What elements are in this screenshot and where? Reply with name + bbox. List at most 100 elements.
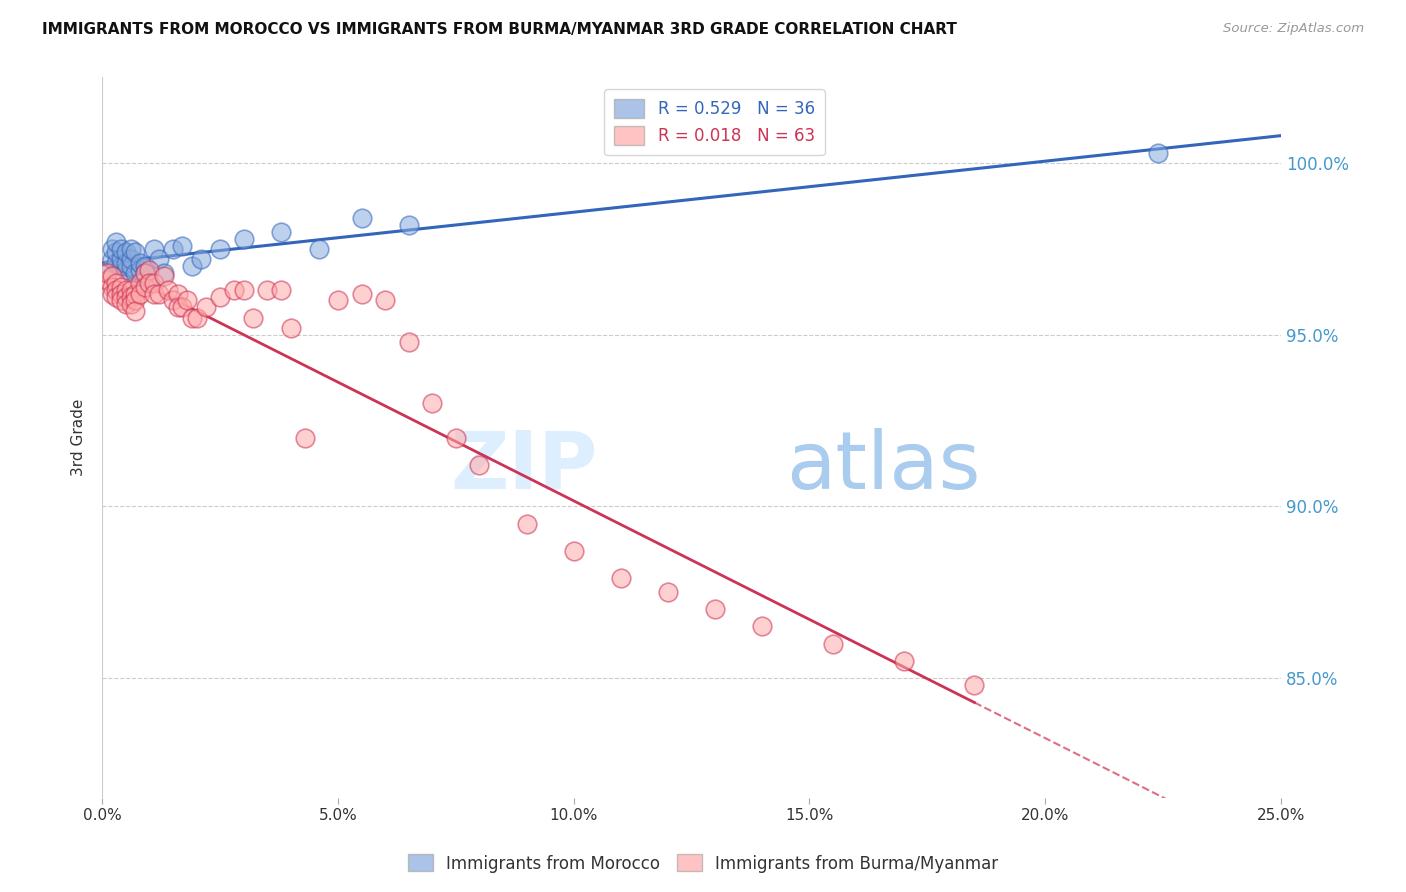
Point	[120, 259, 142, 273]
Point	[114, 256, 136, 270]
Point	[138, 262, 160, 277]
Point	[152, 269, 174, 284]
Point	[105, 283, 128, 297]
Point	[134, 266, 156, 280]
Text: IMMIGRANTS FROM MOROCCO VS IMMIGRANTS FROM BURMA/MYANMAR 3RD GRADE CORRELATION C: IMMIGRANTS FROM MOROCCO VS IMMIGRANTS FR…	[42, 22, 957, 37]
Point	[100, 242, 122, 256]
Point	[893, 654, 915, 668]
Point	[110, 259, 132, 273]
Point	[180, 259, 202, 273]
Point	[209, 290, 232, 304]
Point	[114, 283, 136, 297]
Point	[114, 245, 136, 260]
Point	[704, 602, 727, 616]
Point	[114, 297, 136, 311]
Point	[398, 218, 420, 232]
Point	[374, 293, 396, 308]
Point	[143, 277, 166, 291]
Point	[143, 242, 166, 256]
Text: Source: ZipAtlas.com: Source: ZipAtlas.com	[1223, 22, 1364, 36]
Point	[100, 286, 122, 301]
Point	[120, 290, 142, 304]
Point	[110, 293, 132, 308]
Point	[152, 266, 174, 280]
Legend: Immigrants from Morocco, Immigrants from Burma/Myanmar: Immigrants from Morocco, Immigrants from…	[401, 847, 1005, 880]
Point	[162, 242, 184, 256]
Point	[180, 310, 202, 325]
Point	[166, 286, 188, 301]
Point	[398, 334, 420, 349]
Point	[105, 235, 128, 249]
Point	[120, 283, 142, 297]
Point	[96, 273, 118, 287]
Point	[124, 286, 146, 301]
Point	[110, 242, 132, 256]
Point	[148, 286, 170, 301]
Legend: R = 0.529   N = 36, R = 0.018   N = 63: R = 0.529 N = 36, R = 0.018 N = 63	[605, 89, 825, 155]
Point	[100, 269, 122, 284]
Point	[105, 245, 128, 260]
Y-axis label: 3rd Grade: 3rd Grade	[72, 399, 86, 476]
Point	[751, 619, 773, 633]
Point	[444, 431, 467, 445]
Point	[562, 544, 585, 558]
Point	[105, 256, 128, 270]
Point	[610, 571, 633, 585]
Point	[110, 252, 132, 267]
Text: ZIP: ZIP	[450, 427, 598, 506]
Point	[280, 321, 302, 335]
Point	[100, 252, 122, 267]
Point	[176, 293, 198, 308]
Point	[162, 293, 184, 308]
Point	[224, 283, 246, 297]
Point	[821, 637, 844, 651]
Point	[350, 211, 373, 226]
Point	[166, 301, 188, 315]
Point	[105, 277, 128, 291]
Point	[124, 303, 146, 318]
Point	[120, 242, 142, 256]
Point	[326, 293, 349, 308]
Point	[114, 262, 136, 277]
Point	[129, 262, 152, 277]
Point	[138, 277, 160, 291]
Point	[209, 242, 232, 256]
Point	[96, 266, 118, 280]
Point	[129, 286, 152, 301]
Point	[124, 293, 146, 308]
Point	[157, 283, 180, 297]
Point	[120, 252, 142, 267]
Point	[96, 262, 118, 277]
Point	[256, 283, 278, 297]
Point	[468, 458, 491, 473]
Point	[134, 279, 156, 293]
Point	[129, 277, 152, 291]
Point	[124, 266, 146, 280]
Point	[232, 283, 254, 297]
Point	[420, 396, 443, 410]
Point	[294, 431, 316, 445]
Point	[110, 286, 132, 301]
Point	[308, 242, 330, 256]
Point	[657, 585, 679, 599]
Point	[105, 290, 128, 304]
Point	[110, 279, 132, 293]
Point	[143, 286, 166, 301]
Point	[114, 290, 136, 304]
Point	[134, 259, 156, 273]
Point	[120, 297, 142, 311]
Point	[232, 232, 254, 246]
Point	[148, 252, 170, 267]
Point	[186, 310, 208, 325]
Point	[1147, 145, 1170, 160]
Point	[270, 225, 292, 239]
Point	[190, 252, 212, 267]
Point	[172, 238, 194, 252]
Point	[516, 516, 538, 531]
Point	[242, 310, 264, 325]
Point	[963, 678, 986, 692]
Point	[134, 266, 156, 280]
Point	[124, 245, 146, 260]
Point	[270, 283, 292, 297]
Point	[172, 301, 194, 315]
